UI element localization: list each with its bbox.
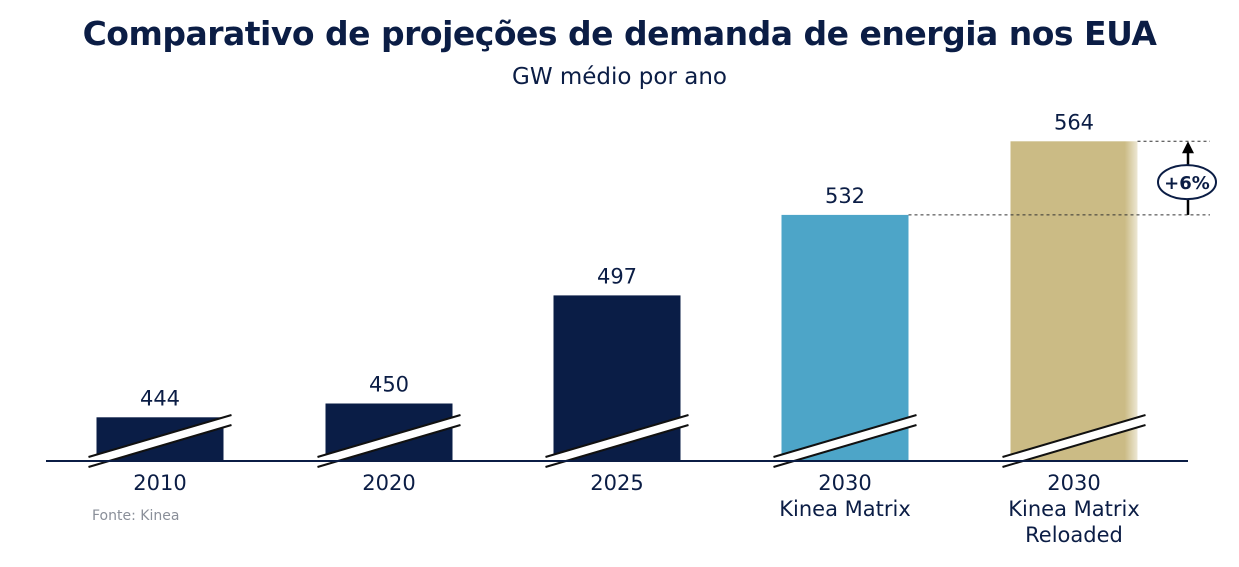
source-note: Fonte: Kinea — [92, 508, 180, 524]
category-label-1-line-0: 2020 — [362, 471, 415, 495]
category-label-4-line-0: 2030 — [1047, 471, 1100, 495]
axis-break-line-1-a — [317, 414, 461, 458]
bar-4 — [1010, 141, 1138, 462]
value-label-1: 450 — [369, 373, 409, 397]
axis-break-band-3 — [773, 415, 917, 467]
category-label-4-line-2: Reloaded — [1025, 523, 1123, 547]
value-label-4: 564 — [1054, 110, 1094, 134]
category-label-2-line-0: 2025 — [590, 471, 643, 495]
value-label-3: 532 — [825, 184, 865, 208]
axis-break-line-2-a — [545, 414, 689, 458]
category-label-3: 2030 Kinea Matrix — [779, 471, 911, 521]
category-label-4-line-1: Kinea Matrix — [1008, 497, 1140, 521]
value-label-0: 444 — [140, 386, 180, 410]
axis-break-band-4 — [1002, 415, 1146, 467]
annotation-badge — [1157, 164, 1217, 201]
axis-break-line-4-a — [1002, 414, 1146, 458]
value-label-2: 497 — [597, 264, 637, 288]
annotation-label: +6% — [1164, 173, 1210, 194]
chart-title: Comparativo de projeções de demanda de e… — [82, 14, 1157, 53]
axis-break-band-1 — [317, 415, 461, 467]
category-label-3-line-0: 2030 — [818, 471, 871, 495]
category-label-0: 2010 — [133, 471, 186, 495]
chart-subtitle: GW médio por ano — [512, 64, 727, 90]
category-label-4: 2030 Kinea Matrix Reloaded — [1008, 471, 1140, 547]
category-label-3-line-1: Kinea Matrix — [779, 497, 911, 521]
axis-break-line-0-a — [88, 414, 232, 458]
axis-break-band-0 — [88, 415, 232, 467]
bar-3 — [781, 214, 909, 461]
category-label-1: 2020 — [362, 471, 415, 495]
category-label-0-line-0: 2010 — [133, 471, 186, 495]
annotation-arrow-head — [1182, 141, 1194, 154]
axis-break-band-2 — [545, 415, 689, 467]
axis-break-line-3-a — [773, 414, 917, 458]
category-label-2: 2025 — [590, 471, 643, 495]
